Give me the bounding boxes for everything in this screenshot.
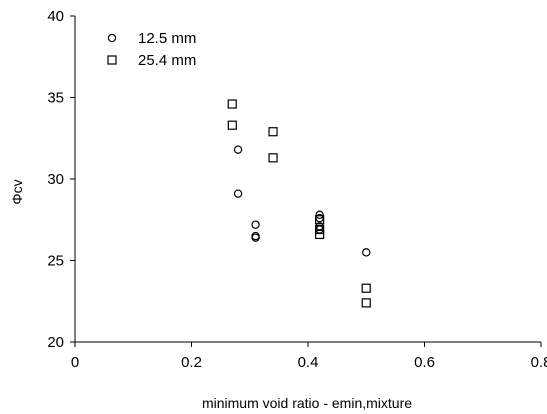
y-axis-label: Φcv — [9, 179, 25, 204]
data-point-square — [315, 215, 325, 225]
y-axis: 20 25 30 35 40 — [47, 8, 76, 351]
data-point-circle — [233, 145, 243, 154]
data-point-circle — [362, 248, 371, 257]
legend-circle-marker — [107, 33, 117, 43]
x-tick-label: 0.4 — [298, 354, 319, 371]
legend-square-marker — [107, 55, 117, 65]
data-point-square — [315, 229, 325, 240]
x-axis-label: minimum void ratio - emin,mixture — [202, 395, 412, 411]
data-point-square — [315, 224, 325, 235]
data-point-square — [361, 298, 371, 308]
data-point-square — [227, 99, 237, 109]
y-tick-label: 25 — [47, 253, 64, 270]
legend-label: 12.5 mm — [138, 30, 196, 47]
data-point-square — [361, 283, 371, 293]
data-point-circle — [251, 220, 260, 229]
y-tick-label: 30 — [47, 171, 64, 188]
x-tick-label: 0.2 — [181, 354, 202, 371]
data-point-circle — [315, 210, 324, 220]
x-tick-label: 0.8 — [531, 354, 547, 371]
data-points — [227, 99, 371, 308]
data-point-circle — [233, 189, 243, 198]
x-tick-label: 0 — [71, 354, 79, 371]
x-tick-label: 0.6 — [414, 354, 435, 371]
y-tick-label: 20 — [47, 334, 64, 351]
legend-label: 25.4 mm — [138, 52, 196, 69]
y-tick-label: 35 — [47, 90, 64, 107]
data-point-circle — [251, 233, 260, 242]
data-point-square — [268, 127, 278, 137]
data-point-square — [268, 153, 278, 163]
y-tick-label: 40 — [47, 8, 64, 25]
legend: 12.5 mm 25.4 mm — [107, 30, 196, 69]
data-point-square — [227, 120, 237, 130]
x-axis: 0 0.2 0.4 0.6 0.8 — [71, 341, 547, 371]
